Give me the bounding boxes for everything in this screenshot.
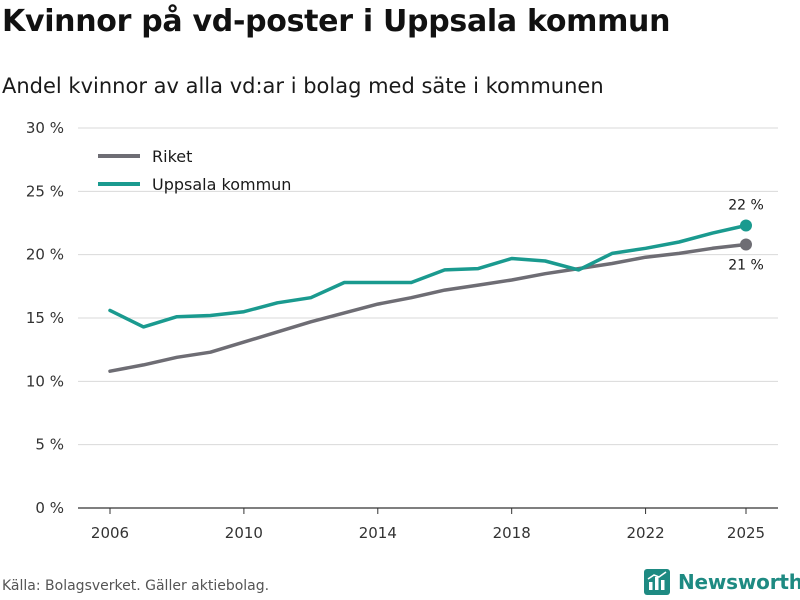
x-tick-label: 2010: [225, 524, 263, 542]
chart-subtitle: Andel kvinnor av alla vd:ar i bolag med …: [2, 74, 604, 98]
x-tick-label: 2006: [91, 524, 129, 542]
y-tick-label: 25 %: [26, 182, 64, 200]
series-line-uppsala-kommun: [108, 223, 748, 329]
axis-layer: 0 % 5 % 10 % 15 % 20 % 25 % 30 % 2006 2010 2014 20…: [26, 119, 765, 542]
y-tick-label: 0 %: [35, 499, 64, 517]
bar-chart-logo-icon: [644, 569, 670, 595]
chart-title: Kvinnor på vd-poster i Uppsala kommun: [2, 4, 671, 39]
x-tick-label: 2025: [727, 524, 765, 542]
end-point-riket: [740, 238, 752, 251]
series-line-riket: [108, 242, 748, 373]
y-tick-label: 20 %: [26, 246, 64, 264]
end-label-riket: 21 %: [728, 258, 764, 274]
end-labels: 21 % 22 %: [728, 198, 764, 274]
end-label-uppsala-kommun: 22 %: [728, 198, 764, 214]
brand-name: Newsworthy: [678, 570, 800, 594]
brand-logo: Newsworthy: [644, 569, 800, 595]
x-tick-label: 2014: [359, 524, 397, 542]
y-tick-label: 5 %: [35, 436, 64, 454]
end-point-uppsala-kommun: [740, 219, 752, 232]
y-tick-label: 30 %: [26, 119, 64, 137]
legend: Riket Uppsala kommun: [98, 147, 291, 194]
y-tick-label: 10 %: [26, 372, 64, 390]
x-tick-label: 2018: [493, 524, 531, 542]
y-tick-label: 15 %: [26, 309, 64, 327]
source-note: Källa: Bolagsverket. Gäller aktiebolag.: [2, 578, 270, 594]
x-tick-label: 2022: [626, 524, 664, 542]
legend-label: Riket: [152, 147, 192, 166]
grid-layer: [78, 127, 778, 509]
legend-label: Uppsala kommun: [152, 175, 291, 194]
series-layer: [108, 219, 752, 373]
